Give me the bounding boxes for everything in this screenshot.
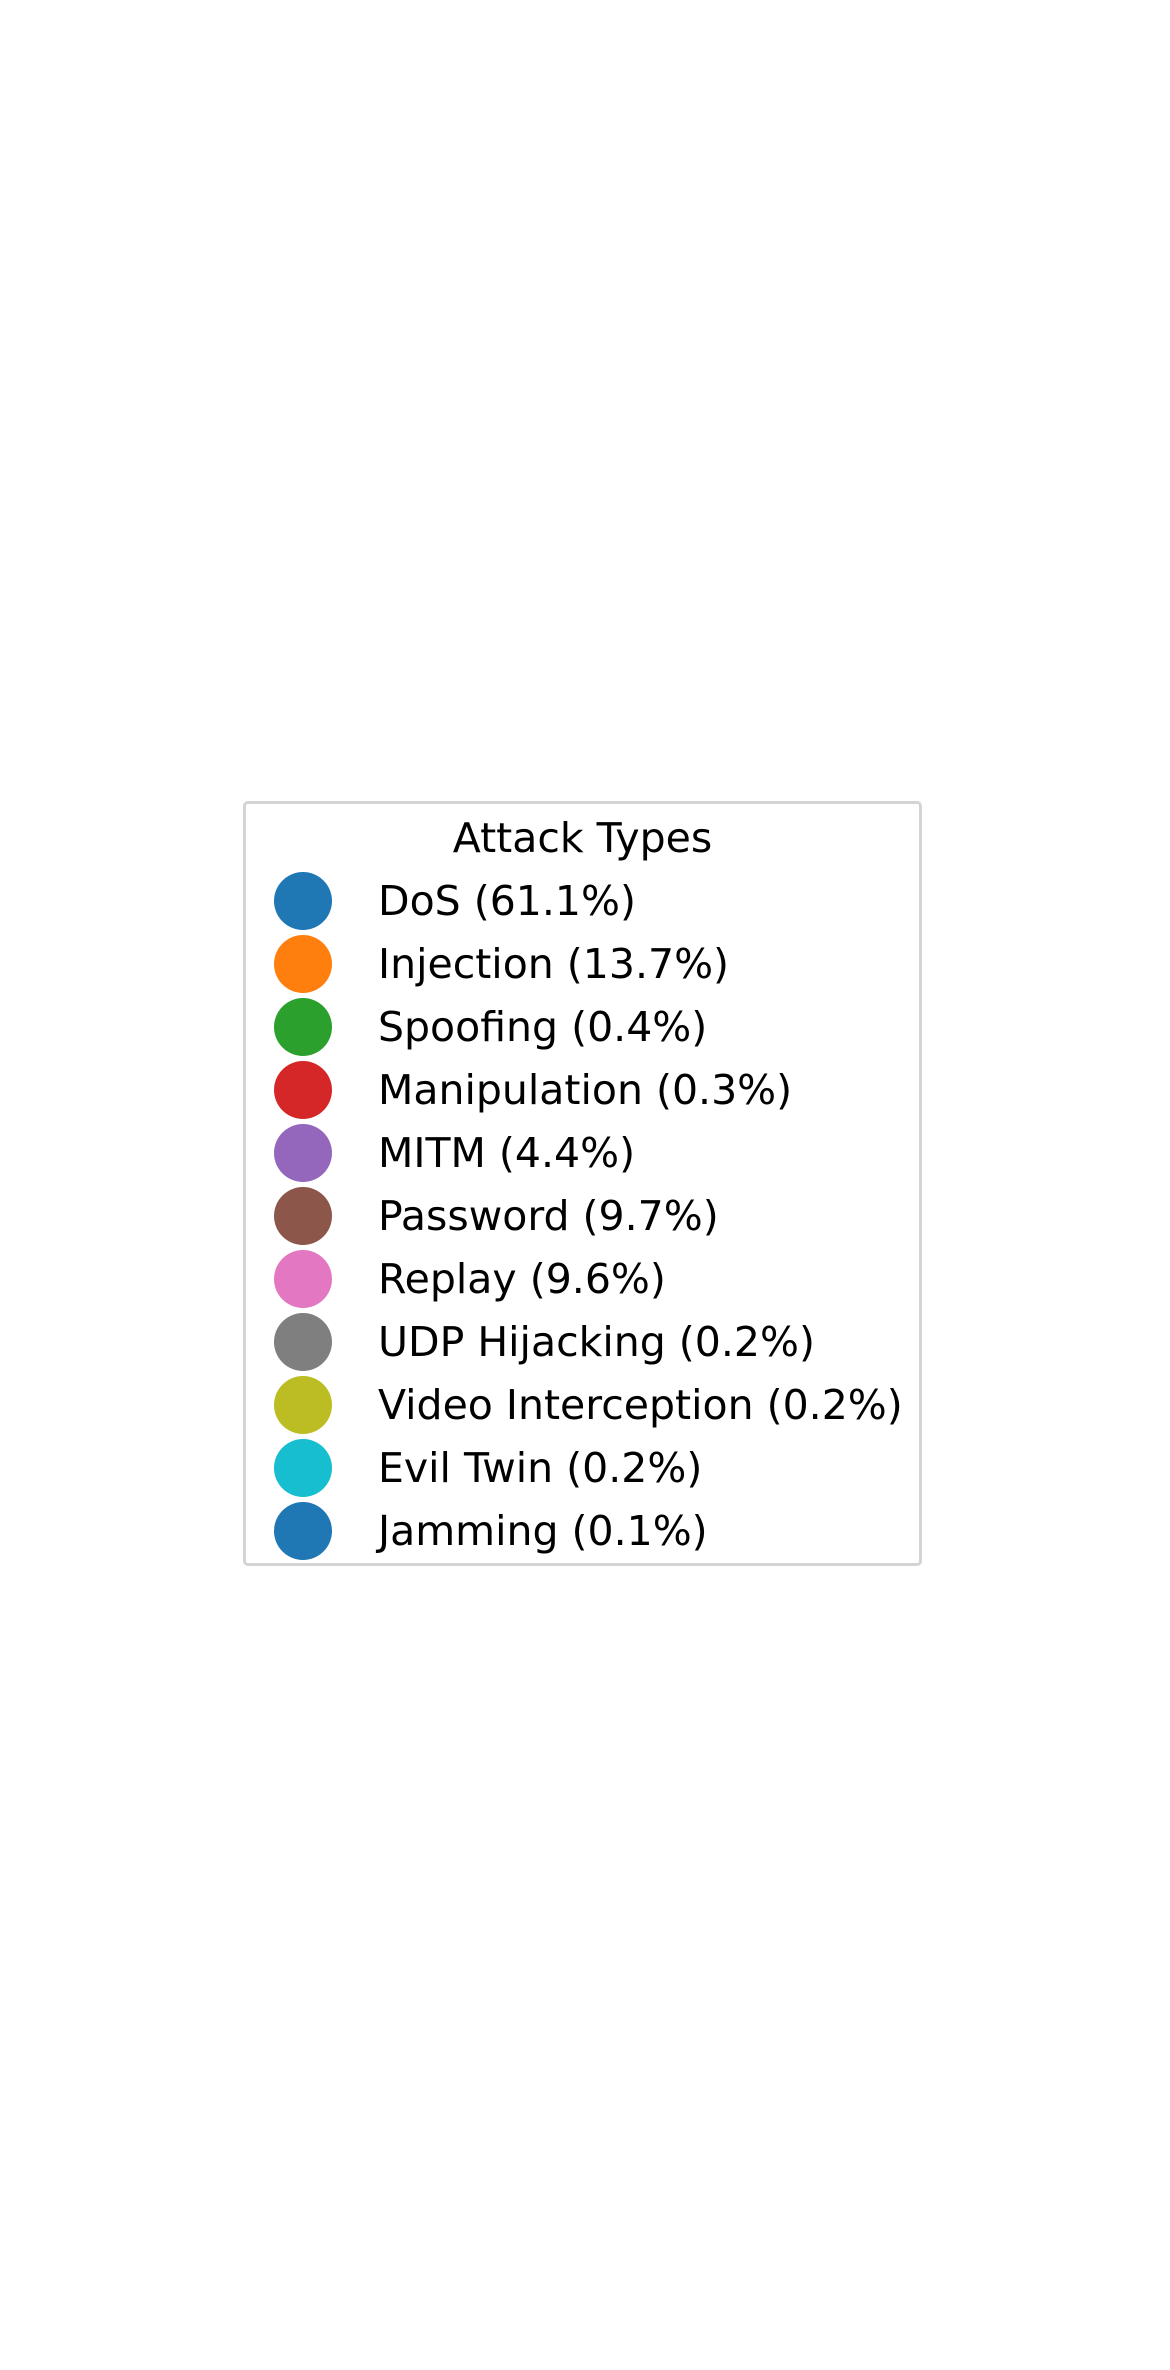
- legend-marker-manipulation: [274, 1061, 332, 1119]
- legend-entry-replay: Replay (9.6%): [246, 1248, 919, 1311]
- legend-label-evil-twin: Evil Twin (0.2%): [378, 1444, 703, 1492]
- legend-marker-mitm: [274, 1124, 332, 1182]
- legend-marker-jamming: [274, 1502, 332, 1560]
- legend-marker-evil-twin: [274, 1439, 332, 1497]
- legend-marker-spoofing: [274, 998, 332, 1056]
- legend-label-spoofing: Spoofing (0.4%): [378, 1003, 708, 1051]
- legend: Attack Types DoS (61.1%) Injection (13.7%…: [243, 801, 922, 1566]
- legend-label-dos: DoS (61.1%): [378, 877, 636, 925]
- legend-entry-password: Password (9.7%): [246, 1185, 919, 1248]
- legend-entry-jamming: Jamming (0.1%): [246, 1500, 919, 1563]
- legend-entry-evil-twin: Evil Twin (0.2%): [246, 1437, 919, 1500]
- legend-label-manipulation: Manipulation (0.3%): [378, 1066, 793, 1114]
- legend-marker-udp-hijacking: [274, 1313, 332, 1371]
- legend-entry-manipulation: Manipulation (0.3%): [246, 1059, 919, 1122]
- legend-entry-injection: Injection (13.7%): [246, 933, 919, 996]
- legend-marker-video-interception: [274, 1376, 332, 1434]
- legend-marker-injection: [274, 935, 332, 993]
- legend-label-mitm: MITM (4.4%): [378, 1129, 636, 1177]
- legend-entry-udp-hijacking: UDP Hijacking (0.2%): [246, 1311, 919, 1374]
- legend-entry-spoofing: Spoofing (0.4%): [246, 996, 919, 1059]
- legend-marker-dos: [274, 872, 332, 930]
- legend-label-password: Password (9.7%): [378, 1192, 719, 1240]
- legend-label-video-interception: Video Interception (0.2%): [378, 1381, 903, 1429]
- legend-label-replay: Replay (9.6%): [378, 1255, 666, 1303]
- legend-label-jamming: Jamming (0.1%): [378, 1507, 708, 1555]
- legend-marker-password: [274, 1187, 332, 1245]
- legend-entry-dos: DoS (61.1%): [246, 870, 919, 933]
- legend-entry-video-interception: Video Interception (0.2%): [246, 1374, 919, 1437]
- legend-entry-mitm: MITM (4.4%): [246, 1122, 919, 1185]
- legend-label-injection: Injection (13.7%): [378, 940, 730, 988]
- legend-title: Attack Types: [452, 814, 713, 862]
- legend-marker-replay: [274, 1250, 332, 1308]
- legend-label-udp-hijacking: UDP Hijacking (0.2%): [378, 1318, 815, 1366]
